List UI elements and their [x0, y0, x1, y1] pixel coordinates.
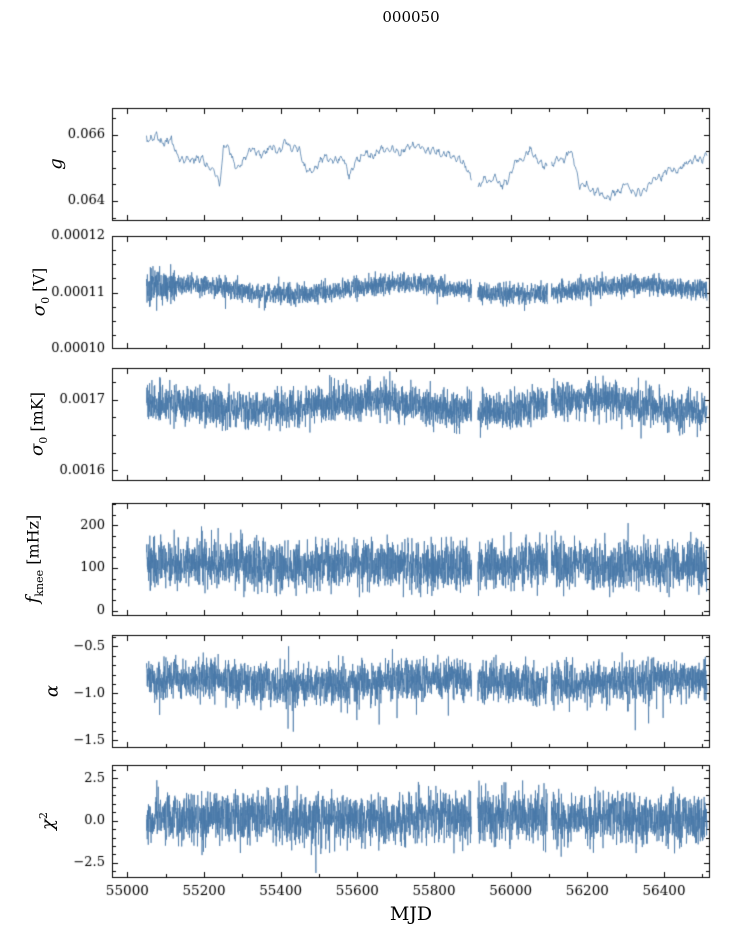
- y-axis-label-alpha: α: [41, 684, 63, 698]
- y-axis-label-sigma0-v: σ0 [V]: [28, 267, 52, 317]
- y-axis-label-sigma0-mk: σ0 [mK]: [26, 392, 50, 456]
- y-axis-label-chi2: χ2: [37, 812, 59, 830]
- y-axis-label-fknee: fknee [mHz]: [22, 514, 46, 604]
- x-axis-label: MJD: [389, 903, 433, 925]
- y-axis-label-g: g: [45, 158, 67, 170]
- chart-title: 000050: [382, 8, 440, 26]
